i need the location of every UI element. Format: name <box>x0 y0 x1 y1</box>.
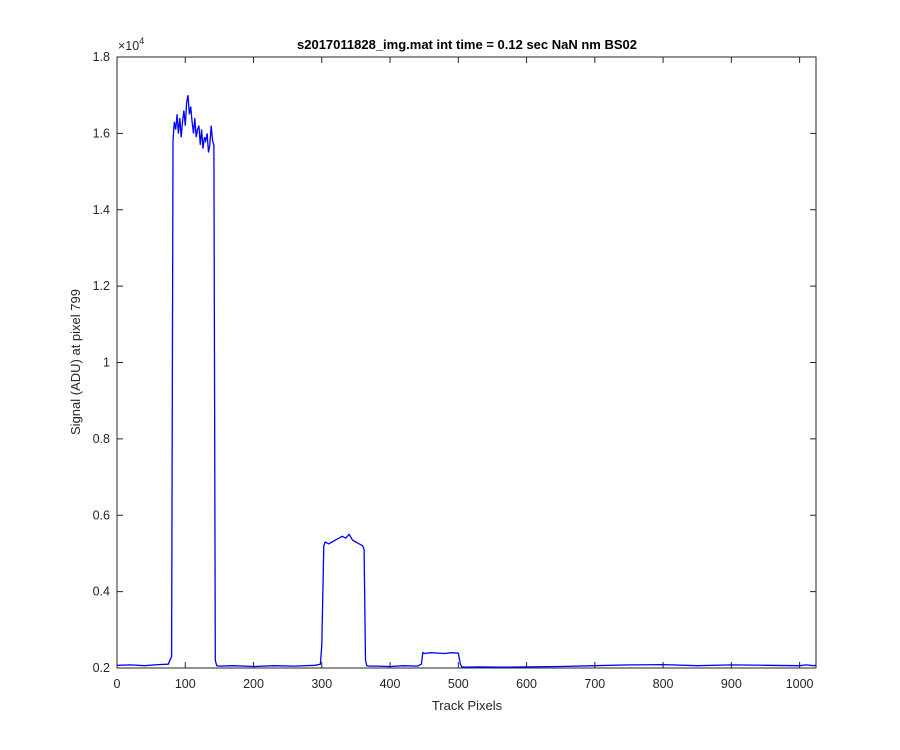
x-tick-label: 900 <box>721 677 742 691</box>
y-tick-label: 1.8 <box>93 50 110 64</box>
y-axis-ticks: 0.2 0.4 0.6 0.8 1 1.2 1.4 1.6 1.8 <box>93 50 816 675</box>
y-tick-label: 1.6 <box>93 126 110 140</box>
x-axis-label: Track Pixels <box>432 698 503 713</box>
axes-box <box>116 56 817 669</box>
x-tick-label: 200 <box>243 677 264 691</box>
x-tick-label: 1000 <box>786 677 814 691</box>
x-tick-label: 500 <box>448 677 469 691</box>
x-tick-label: 700 <box>584 677 605 691</box>
x-tick-label: 800 <box>653 677 674 691</box>
x-tick-label: 300 <box>311 677 332 691</box>
x-tick-label: 400 <box>380 677 401 691</box>
y-exponent-label: ×104 <box>118 36 144 53</box>
x-tick-label: 600 <box>516 677 537 691</box>
x-tick-label: 0 <box>114 677 121 691</box>
y-tick-label: 1 <box>103 356 110 370</box>
x-tick-label: 100 <box>175 677 196 691</box>
y-tick-label: 1.4 <box>93 203 110 217</box>
series-line <box>116 95 817 668</box>
plot-area: 0 100 200 300 400 500 600 700 800 900 1000 0.20.40… <box>93 50 817 691</box>
x-axis-ticks: 0 100 200 300 400 500 600 700 800 900 1000 <box>114 57 814 691</box>
y-tick-label: 0.6 <box>93 508 110 522</box>
y-axis-label: Signal (ADU) at pixel 799 <box>68 289 83 435</box>
chart-title: s2017011828_img.mat int time = 0.12 sec … <box>297 37 637 52</box>
y-tick-label: 0.4 <box>93 585 110 599</box>
y-tick-label: 1.2 <box>93 279 110 293</box>
y-tick-label: 0.2 <box>93 661 110 675</box>
y-tick-label: 0.8 <box>93 432 110 446</box>
